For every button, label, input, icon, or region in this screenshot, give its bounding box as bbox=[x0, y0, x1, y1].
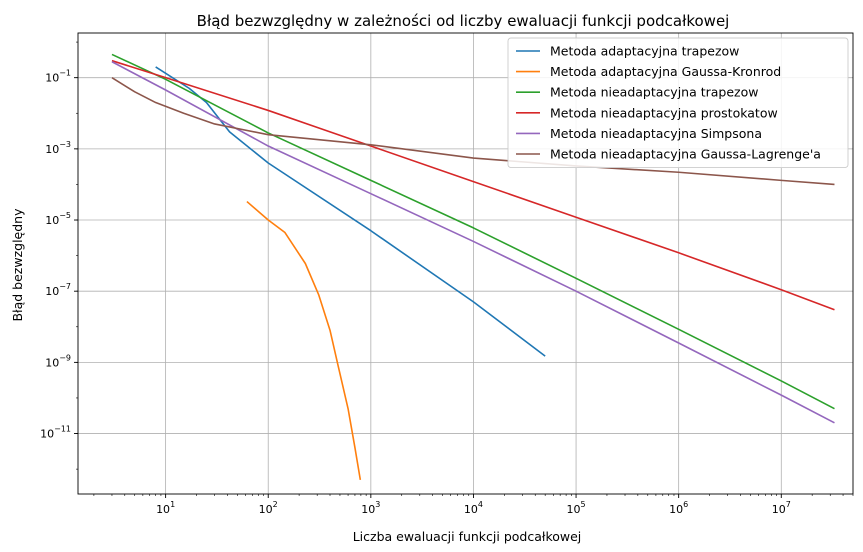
series-line-3 bbox=[111, 53, 835, 410]
legend-entry: Metoda nieadaptacyjna Simpsona bbox=[550, 126, 762, 141]
legend-entry: Metoda adaptacyjna trapezow bbox=[550, 44, 739, 59]
series-line-5 bbox=[111, 61, 835, 424]
legend-entry: Metoda adaptacyjna Gaussa-Kronrod bbox=[550, 64, 781, 79]
legend: Metoda adaptacyjna trapezow Metoda adapta… bbox=[507, 37, 849, 169]
legend-entry: Metoda nieadaptacyjna prostokatow bbox=[550, 105, 778, 120]
legend-entry: Metoda nieadaptacyjna trapezow bbox=[550, 85, 758, 100]
series-line-1 bbox=[155, 66, 546, 357]
plot-frame bbox=[77, 32, 854, 495]
legend-entry: Metoda nieadaptacyjna Gaussa-Lagrenge'a bbox=[550, 147, 821, 162]
x-axis-label: Liczba ewaluacji funkcji podcałkowej bbox=[353, 529, 582, 544]
series-line-4 bbox=[111, 59, 835, 311]
chart-title: Błąd bezwzględny w zależności od liczby … bbox=[197, 12, 730, 30]
legend-box bbox=[507, 37, 849, 169]
y-axis-label: Błąd bezwzględny bbox=[10, 208, 25, 322]
grid-layer bbox=[78, 33, 853, 494]
series-line-6 bbox=[111, 76, 835, 186]
series-line-2 bbox=[246, 200, 362, 480]
series-layer bbox=[111, 53, 835, 480]
